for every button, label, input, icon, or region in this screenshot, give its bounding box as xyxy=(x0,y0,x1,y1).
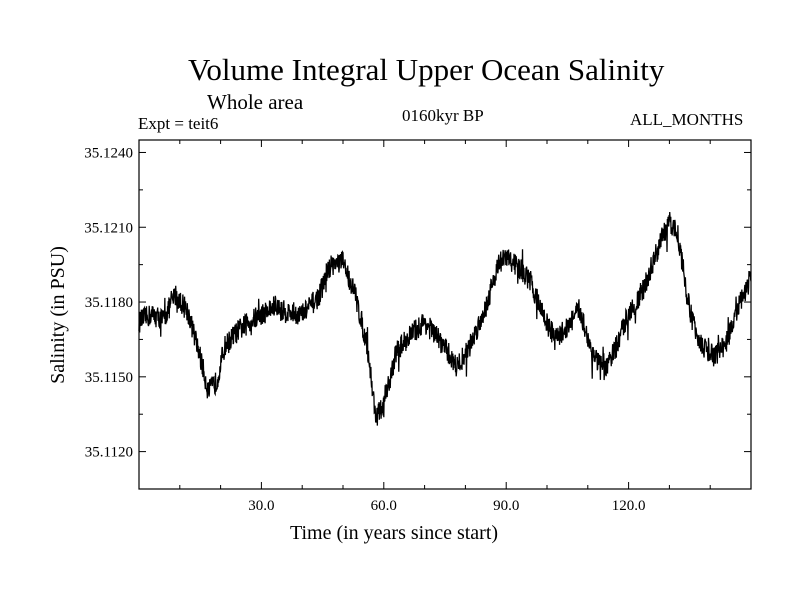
chart-title: Volume Integral Upper Ocean Salinity xyxy=(188,52,665,87)
experiment-label: Expt = teit6 xyxy=(138,114,219,133)
period-label: 0160kyr BP xyxy=(402,106,484,125)
months-label: ALL_MONTHS xyxy=(630,110,744,129)
y-tick-label: 35.1240 xyxy=(84,145,133,161)
tick-layer xyxy=(139,140,751,490)
x-axis-label: Time (in years since start) xyxy=(290,522,498,544)
y-tick-label: 35.1210 xyxy=(84,220,133,236)
label-layer: 35.1120 35.1150 35.1180 35.1210 35.1240 30.0 6… xyxy=(47,145,645,544)
chart-subtitle: Whole area xyxy=(207,90,304,114)
plot-frame xyxy=(138,139,752,490)
series-line-salinity xyxy=(138,211,752,426)
y-tick-label: 35.1180 xyxy=(85,295,133,311)
series-layer xyxy=(138,211,752,426)
y-axis-label: Salinity (in PSU) xyxy=(47,246,69,384)
x-tick-label: 30.0 xyxy=(248,498,274,514)
x-tick-label: 120.0 xyxy=(612,498,646,514)
x-tick-label: 90.0 xyxy=(493,498,519,514)
x-tick-label: 60.0 xyxy=(371,498,397,514)
y-tick-label: 35.1150 xyxy=(85,370,133,386)
y-tick-label: 35.1120 xyxy=(85,445,133,461)
